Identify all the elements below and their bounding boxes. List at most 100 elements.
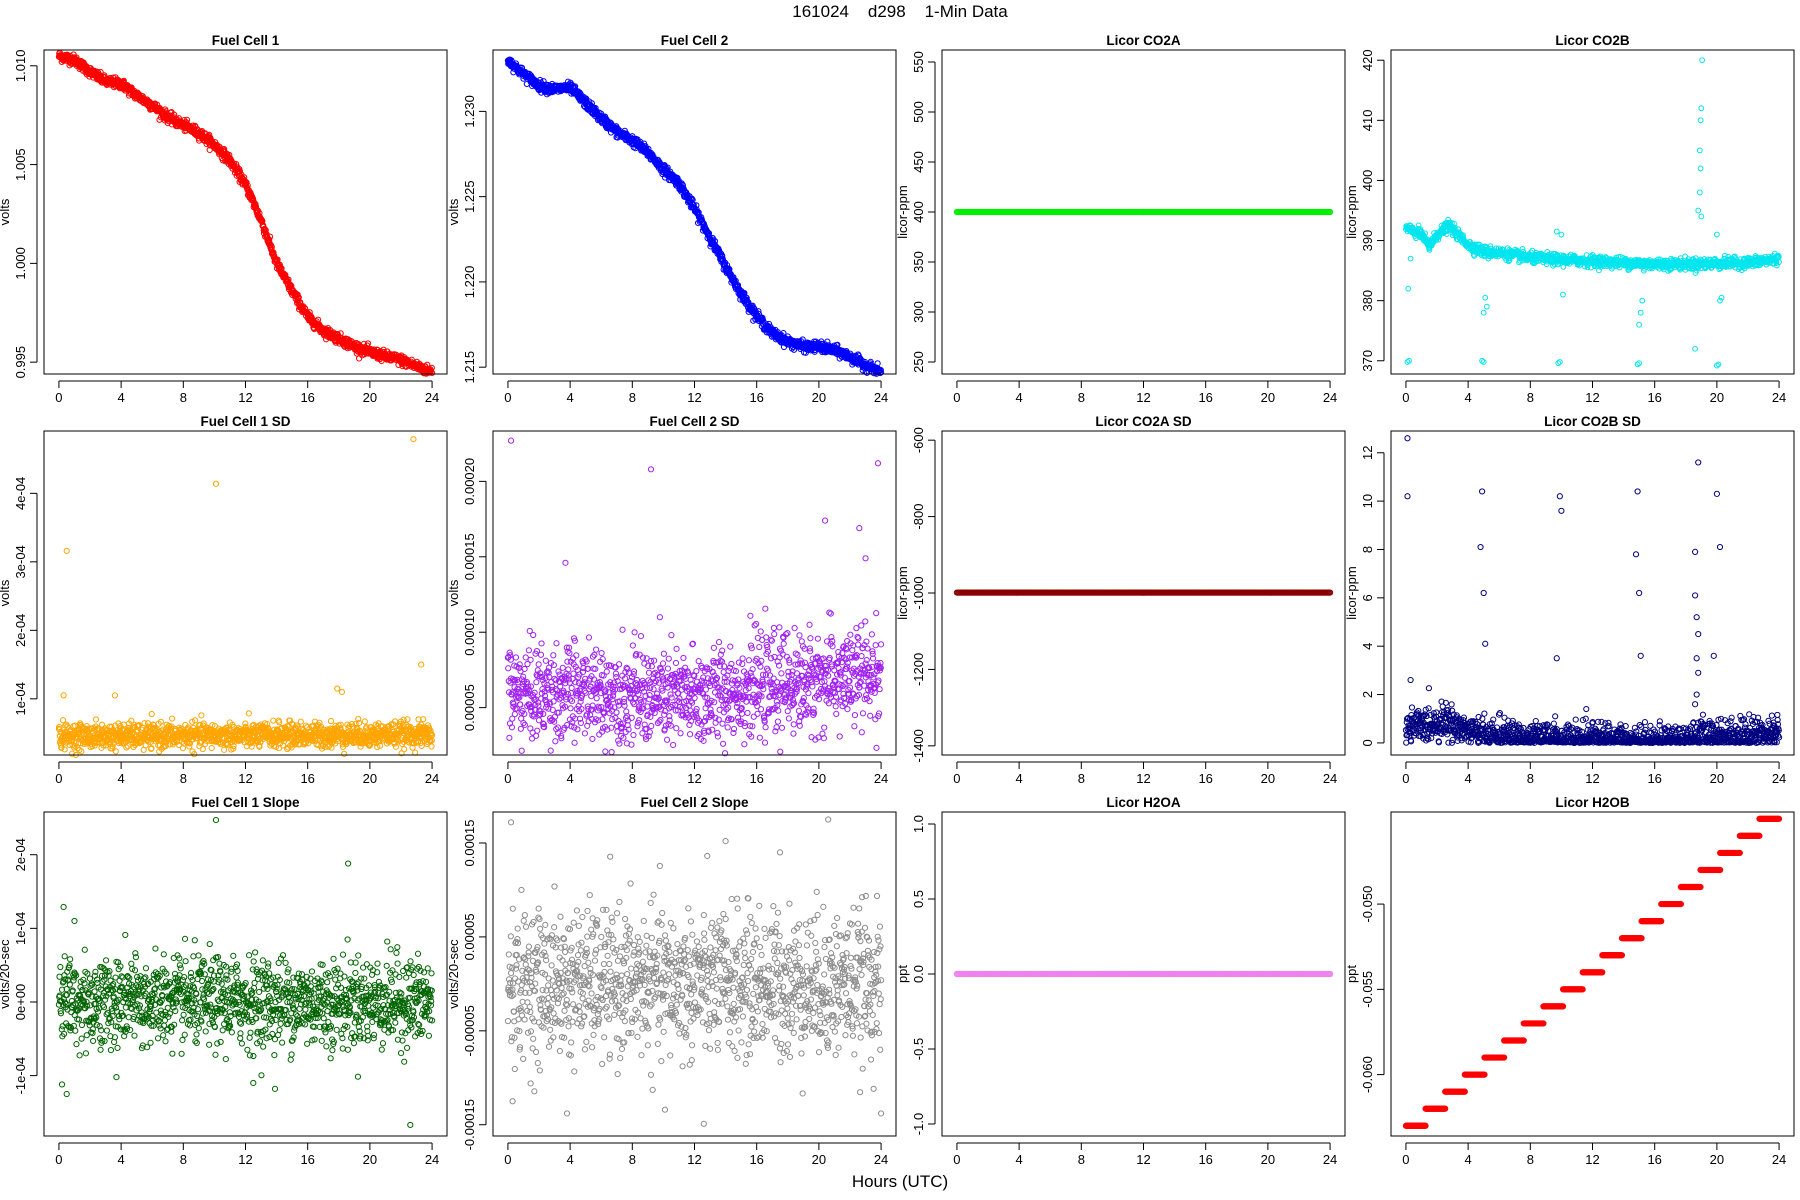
data-point [198, 712, 205, 719]
y-tick-label: 1.225 [462, 180, 477, 213]
y-tick-label: 400 [1360, 170, 1375, 192]
plot-frame [1390, 49, 1795, 375]
y-tick-label: 420 [1360, 49, 1375, 71]
data-point [1405, 285, 1412, 292]
x-tick-label: 16 [300, 390, 314, 405]
x-tick-label: 4 [118, 390, 125, 405]
x-tick-label: 20 [363, 390, 377, 405]
x-tick-label: 12 [1585, 390, 1599, 405]
x-tick-label: 20 [812, 390, 826, 405]
panel-title: Licor CO2B [1555, 33, 1630, 48]
x-axis: 0 4 8 12 16 20 24 [1402, 380, 1786, 405]
data-point [428, 369, 436, 376]
data-point [252, 200, 259, 208]
y-axis-label: volts [0, 198, 12, 225]
data-point [142, 742, 149, 749]
data-point [356, 355, 363, 362]
page-title: 161024 d298 1-Min Data [792, 2, 1008, 21]
data-point [236, 168, 243, 175]
data-point [208, 744, 215, 752]
y-tick-label: 1.220 [462, 266, 477, 299]
y-tick-label: 400 [911, 201, 926, 223]
data-point [1692, 345, 1699, 352]
data-point [92, 716, 100, 723]
data-point [241, 174, 248, 181]
panel-title: Fuel Cell 1 [212, 33, 280, 48]
data-point [169, 715, 176, 722]
data-point [1558, 231, 1565, 238]
data-point [1482, 294, 1489, 301]
data-point [1713, 231, 1720, 238]
panel-4: Fuel Cell 1 SD0 4 8 12 16 20 241e-042e-043e-04… [0, 414, 448, 786]
x-tick-label: 4 [1465, 390, 1472, 405]
panel-0: Fuel Cell 10 4 8 12 16 20 240.9951.0001.0051.0… [0, 33, 448, 405]
y-tick-label: 370 [1360, 350, 1375, 372]
data-point [1636, 321, 1643, 328]
data-point [112, 748, 119, 755]
panel-1: Fuel Cell 20 4 8 12 16 20 241.2151.2201.2251.2… [446, 33, 897, 405]
x-tick-label: 16 [749, 390, 763, 405]
y-tick-label: 500 [911, 101, 926, 123]
x-tick-label: 4 [1016, 390, 1023, 405]
x-tick-label: 8 [629, 390, 636, 405]
x-tick-label: 12 [1136, 390, 1150, 405]
x-tick-label: 8 [1078, 390, 1085, 405]
y-tick-label: 1.010 [13, 50, 28, 83]
data-point [266, 233, 274, 240]
data-point [1698, 213, 1705, 220]
data-point [1696, 147, 1703, 154]
data-point [1407, 255, 1414, 262]
data-point [1695, 207, 1702, 214]
y-tick-label: 0.995 [13, 346, 28, 379]
x-axis: 0 4 8 12 16 20 24 [55, 380, 439, 405]
x-tick-label: 8 [180, 390, 187, 405]
x-tick-label: 0 [953, 390, 960, 405]
y-axis-label: licor-ppm [895, 185, 910, 238]
data-point [1483, 303, 1490, 310]
y-tick-label: 250 [911, 351, 926, 373]
x-tick-label: 0 [1402, 390, 1409, 405]
x-axis: 0 4 8 12 16 20 24 [504, 380, 888, 405]
y-tick-label: 1.215 [462, 351, 477, 384]
x-tick-label: 24 [425, 390, 439, 405]
data-points [55, 49, 436, 377]
x-tick-label: 20 [1261, 390, 1275, 405]
data-point [1560, 291, 1566, 298]
data-point [1553, 228, 1560, 235]
x-tick-label: 12 [687, 390, 701, 405]
x-axis: 0 4 8 12 16 20 24 [953, 380, 1337, 405]
data-point [268, 243, 275, 250]
y-tick-label: 550 [911, 51, 926, 73]
x-tick-label: 4 [567, 390, 574, 405]
x-tick-label: 20 [1710, 390, 1724, 405]
data-point [1637, 309, 1644, 316]
data-points [55, 436, 436, 759]
y-tick-label: 450 [911, 151, 926, 173]
x-tick-label: 24 [1323, 390, 1337, 405]
panel-title: Fuel Cell 2 [661, 33, 729, 48]
data-point [1697, 165, 1704, 172]
data-point [337, 330, 344, 337]
y-axis-label: volts [446, 198, 461, 225]
x-tick-label: 24 [874, 390, 888, 405]
data-points [504, 56, 885, 377]
data-point [199, 745, 206, 753]
x-tick-label: 16 [1647, 390, 1661, 405]
panel-title: Licor CO2A [1106, 33, 1181, 48]
data-point [183, 116, 191, 123]
data-point [1698, 105, 1705, 112]
y-tick-label: 1.000 [13, 247, 28, 280]
x-tick-label: 12 [238, 390, 252, 405]
data-point [364, 340, 372, 347]
data-point [123, 744, 130, 751]
y-tick-label: 350 [911, 251, 926, 273]
data-point [1639, 297, 1646, 304]
x-tick-label: 0 [504, 390, 511, 405]
x-tick-label: 8 [1527, 390, 1534, 405]
